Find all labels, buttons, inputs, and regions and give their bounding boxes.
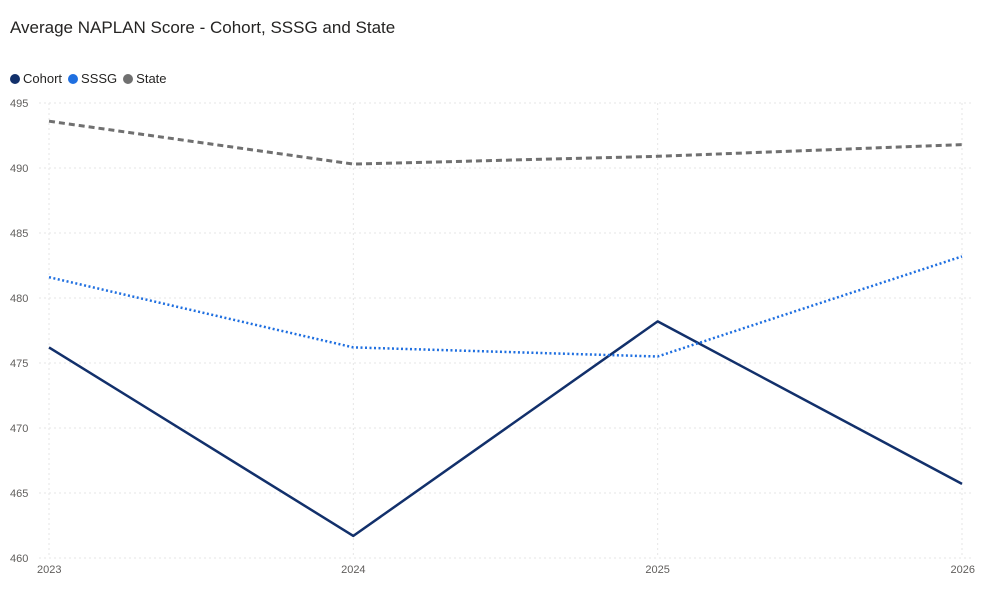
y-tick-label: 475 bbox=[10, 358, 28, 370]
x-tick-label: 2026 bbox=[951, 564, 975, 576]
x-tick-label: 2024 bbox=[341, 564, 365, 576]
legend-item-cohort[interactable]: Cohort bbox=[10, 71, 62, 86]
axis-labels: 460 465 470 475 480 485 490 495 2023 2024 2025 2026 bbox=[10, 98, 975, 576]
series-line-sssg[interactable] bbox=[48, 255, 963, 358]
grid-layer bbox=[39, 102, 972, 559]
legend-item-sssg[interactable]: SSSG bbox=[68, 71, 117, 86]
chart-title: Average NAPLAN Score - Cohort, SSSG and … bbox=[10, 18, 396, 37]
legend-marker-cohort bbox=[10, 73, 20, 84]
legend-marker-state bbox=[123, 73, 134, 84]
legend-marker-sssg bbox=[68, 73, 79, 84]
y-tick-label: 495 bbox=[10, 98, 28, 110]
legend-label-cohort: Cohort bbox=[23, 71, 63, 86]
legend-item-state[interactable]: State bbox=[123, 71, 167, 86]
y-tick-label: 485 bbox=[10, 228, 28, 240]
series-line-cohort[interactable] bbox=[48, 320, 963, 538]
x-tick-label: 2025 bbox=[645, 564, 669, 576]
legend: Cohort SSSG State bbox=[10, 71, 173, 86]
y-tick-label: 460 bbox=[10, 553, 28, 565]
y-tick-label: 465 bbox=[10, 488, 28, 500]
series-layer bbox=[48, 119, 963, 538]
legend-label-sssg: SSSG bbox=[81, 71, 118, 86]
y-tick-label: 490 bbox=[10, 163, 28, 175]
y-tick-label: 470 bbox=[10, 423, 28, 435]
legend-label-state: State bbox=[136, 71, 167, 86]
series-line-state[interactable] bbox=[48, 119, 963, 166]
y-tick-label: 480 bbox=[10, 293, 28, 305]
x-tick-label: 2023 bbox=[37, 564, 61, 576]
